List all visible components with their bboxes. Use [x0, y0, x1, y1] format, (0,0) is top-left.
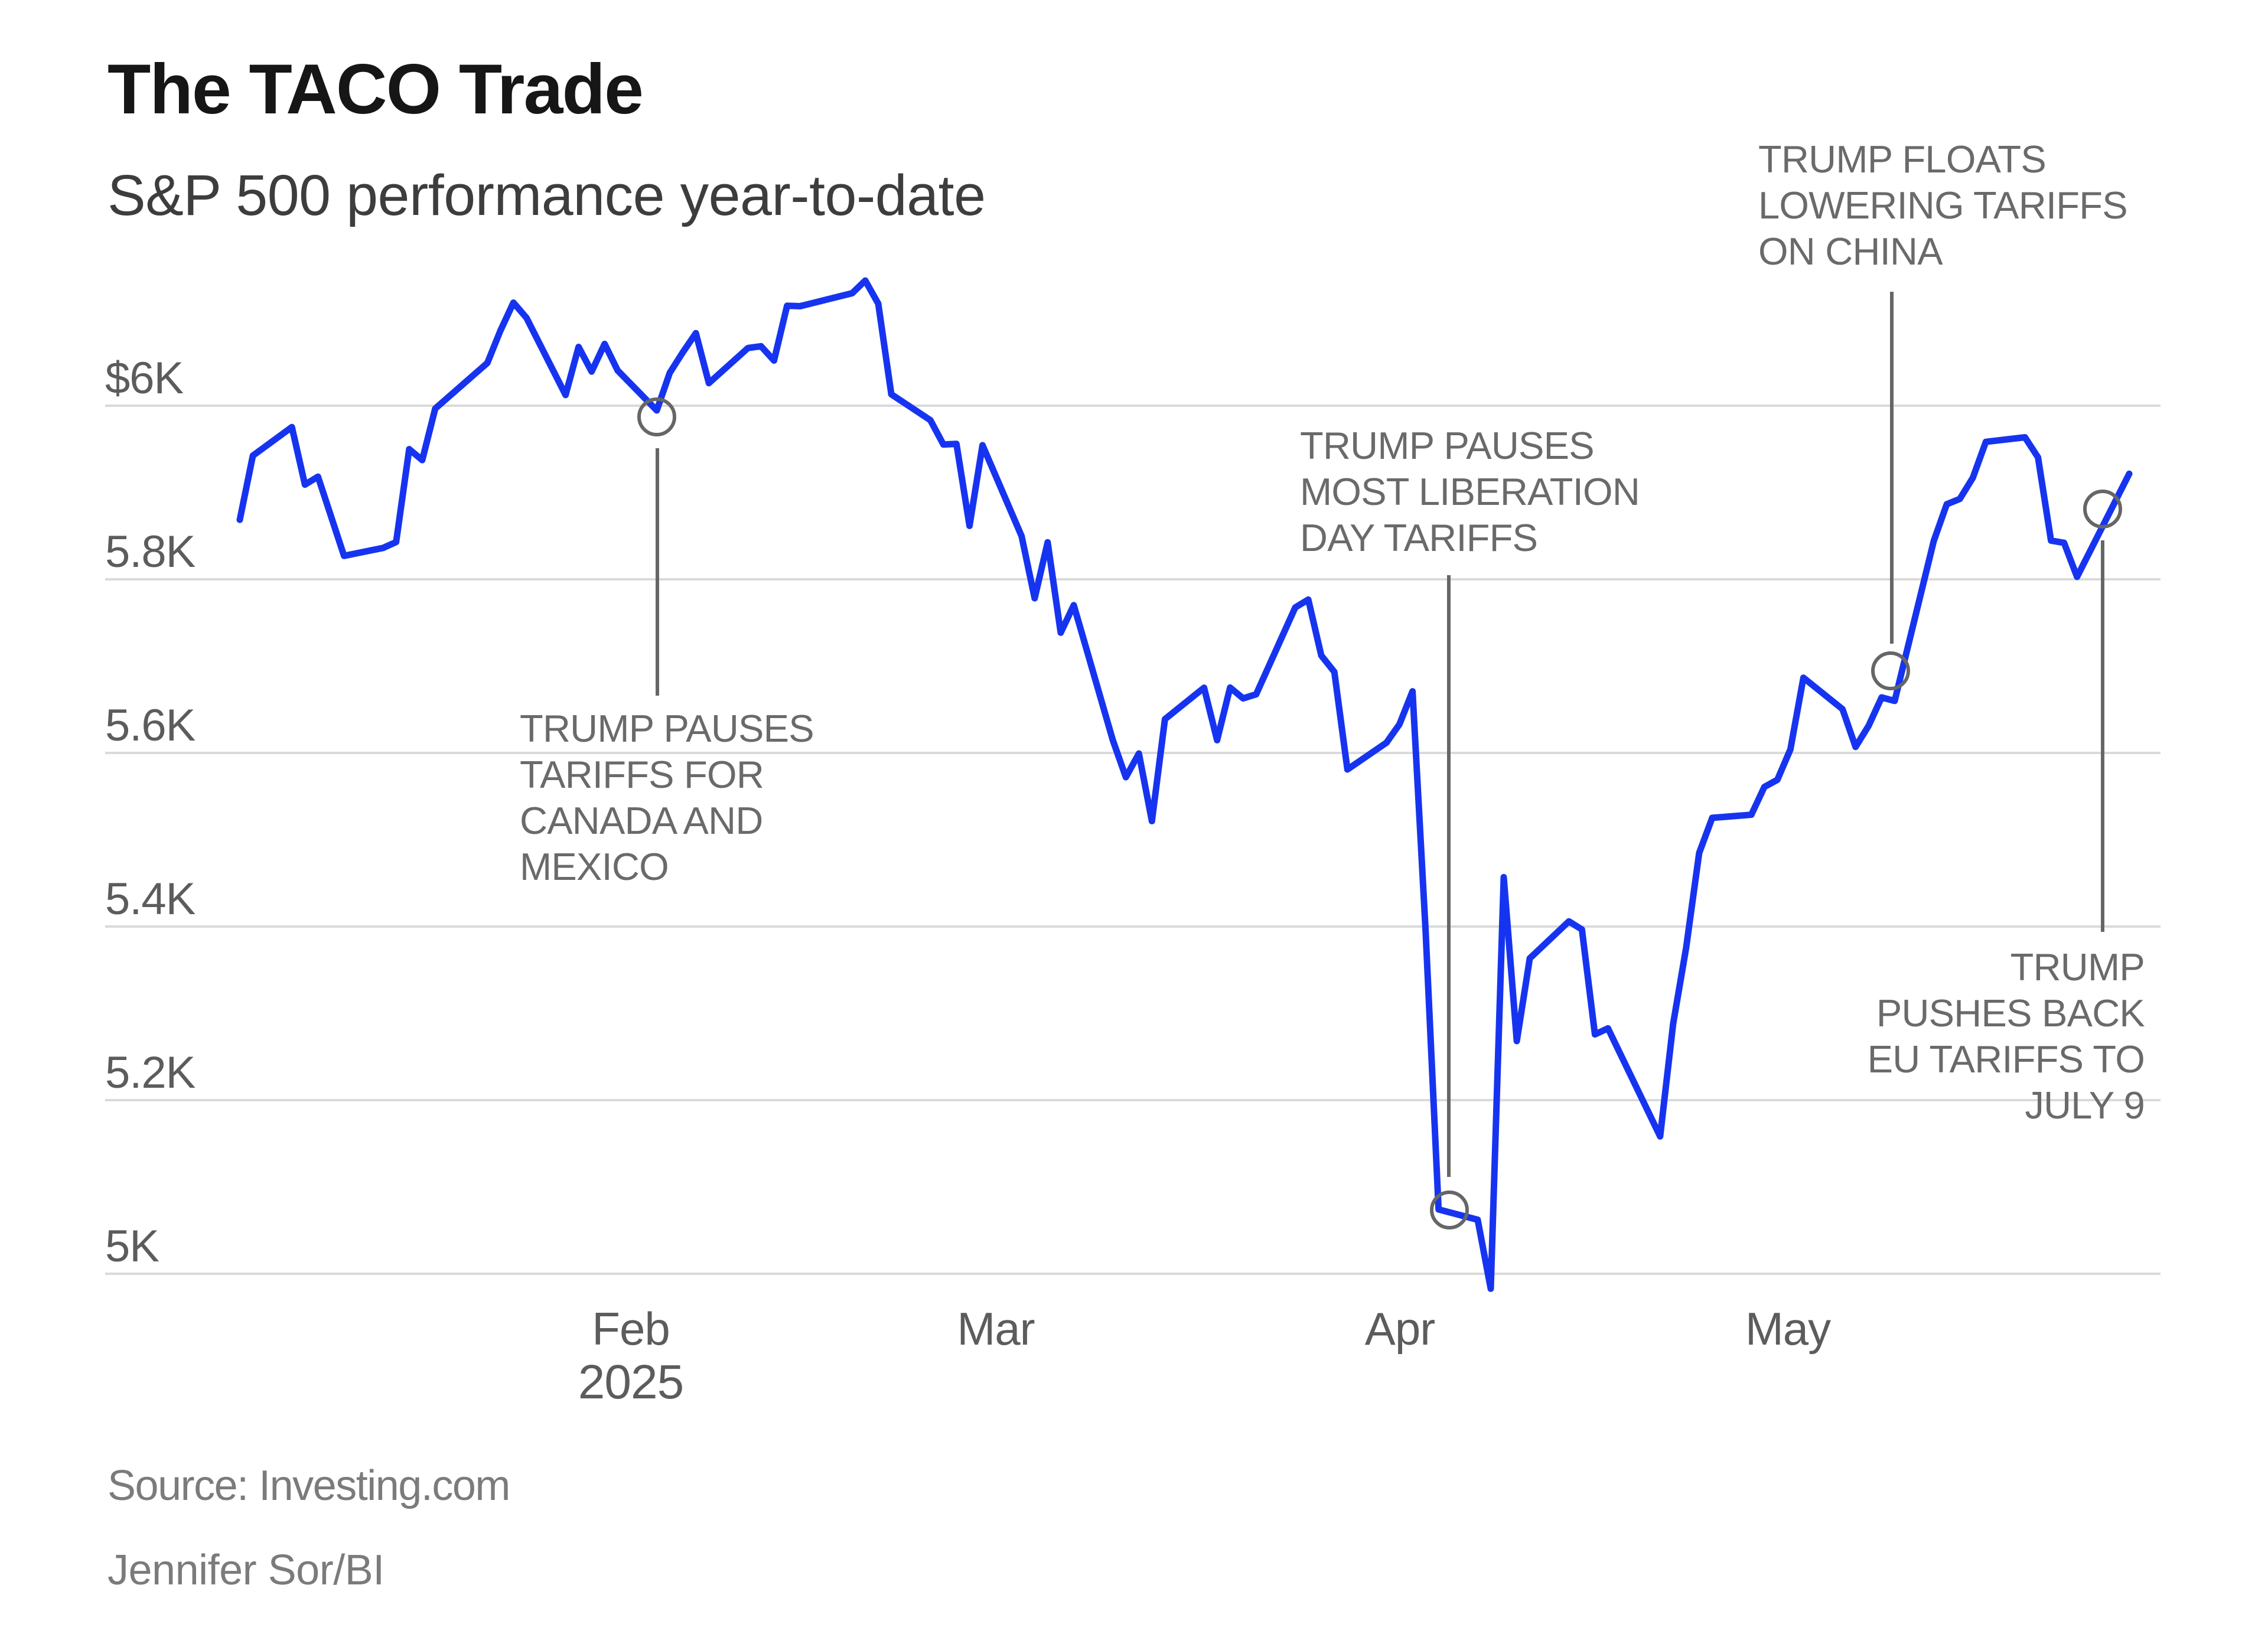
svg-text:PUSHES BACK: PUSHES BACK	[1876, 992, 2145, 1035]
svg-text:TRUMP PAUSES: TRUMP PAUSES	[1300, 424, 1594, 467]
svg-text:ON CHINA: ON CHINA	[1758, 230, 1943, 273]
svg-text:5K: 5K	[105, 1221, 159, 1271]
svg-text:CANADA AND: CANADA AND	[520, 799, 763, 842]
svg-text:MOST LIBERATION: MOST LIBERATION	[1300, 470, 1640, 513]
svg-text:The TACO Trade: The TACO Trade	[107, 50, 643, 129]
svg-text:TRUMP PAUSES: TRUMP PAUSES	[520, 707, 814, 750]
svg-text:Source: Investing.com: Source: Investing.com	[107, 1462, 510, 1509]
svg-text:5.4K: 5.4K	[105, 874, 195, 924]
svg-text:TRUMP FLOATS: TRUMP FLOATS	[1758, 138, 2046, 181]
svg-text:2025: 2025	[578, 1355, 683, 1409]
svg-text:Mar: Mar	[957, 1303, 1034, 1355]
svg-text:5.2K: 5.2K	[105, 1048, 195, 1098]
svg-text:Apr: Apr	[1365, 1303, 1435, 1355]
svg-text:EU TARIFFS TO: EU TARIFFS TO	[1868, 1038, 2145, 1081]
svg-text:JULY 9: JULY 9	[2025, 1084, 2145, 1127]
svg-text:Feb: Feb	[592, 1303, 669, 1355]
svg-text:S&P 500 performance year-to-da: S&P 500 performance year-to-date	[107, 163, 986, 227]
svg-text:May: May	[1745, 1303, 1831, 1355]
svg-text:Jennifer Sor/BI: Jennifer Sor/BI	[107, 1547, 384, 1594]
svg-text:$6K: $6K	[105, 353, 184, 403]
svg-text:LOWERING TARIFFS: LOWERING TARIFFS	[1758, 184, 2127, 227]
svg-text:TRUMP: TRUMP	[2010, 945, 2145, 989]
svg-text:TARIFFS FOR: TARIFFS FOR	[520, 753, 764, 796]
svg-text:5.6K: 5.6K	[105, 700, 195, 751]
svg-text:MEXICO: MEXICO	[520, 845, 669, 888]
svg-text:5.8K: 5.8K	[105, 527, 195, 577]
svg-text:DAY TARIFFS: DAY TARIFFS	[1300, 516, 1537, 559]
